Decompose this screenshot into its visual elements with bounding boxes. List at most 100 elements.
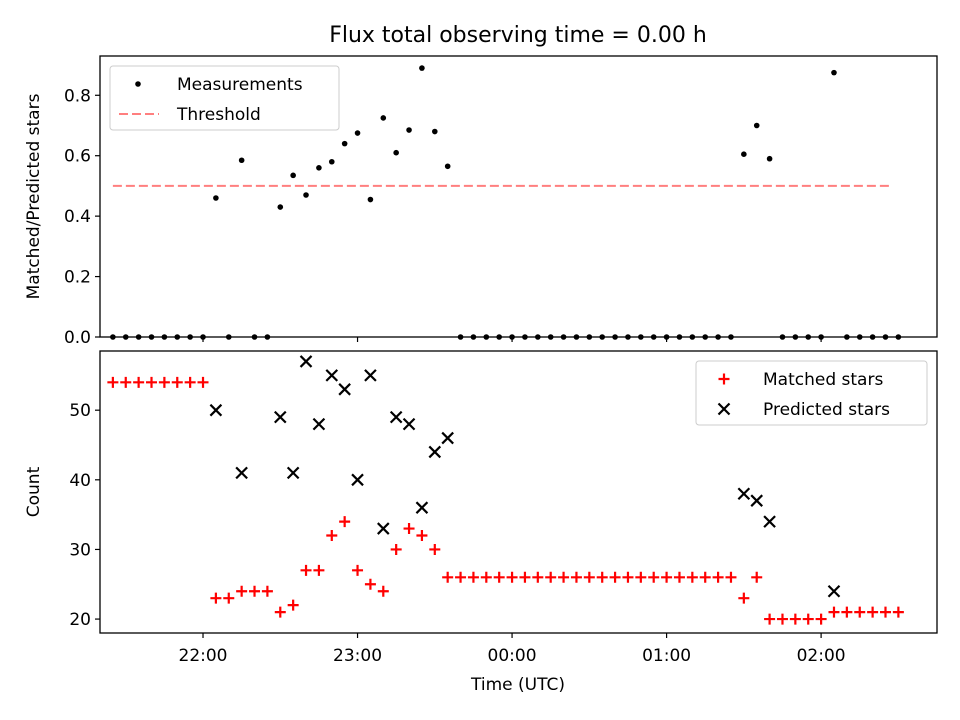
y-axis-label: Matched/Predicted stars — [24, 93, 44, 299]
data-point — [273, 410, 287, 424]
data-point — [442, 571, 454, 583]
data-point — [158, 376, 170, 388]
x-tick-label: 22:00 — [179, 646, 228, 666]
data-point — [867, 606, 879, 618]
axes-frame — [99, 350, 938, 634]
data-point — [789, 613, 801, 625]
data-point — [763, 515, 776, 528]
data-point — [377, 522, 390, 535]
data-point — [364, 369, 377, 382]
top-axes-ratio: 0.0 0.2 0.4 0.6 0.8 Matched/Predicted stars Me… — [24, 55, 938, 348]
data-point — [325, 369, 339, 382]
data-point — [339, 516, 351, 528]
y-tick-label: 0.0 — [64, 328, 91, 348]
data-point — [393, 149, 399, 156]
data-point — [402, 417, 416, 431]
data-point — [802, 613, 814, 625]
data-point — [107, 376, 119, 388]
data-point — [493, 571, 505, 583]
data-point — [635, 571, 647, 583]
y-tick-label: 0.6 — [64, 147, 91, 167]
data-point — [879, 606, 891, 618]
data-point — [286, 466, 300, 480]
data-point — [441, 431, 454, 445]
data-point — [287, 599, 299, 611]
data-point — [313, 564, 325, 576]
data-point — [389, 410, 403, 424]
y-tick-label: 0.8 — [64, 86, 91, 106]
data-point — [480, 571, 492, 583]
data-point — [406, 127, 412, 133]
y-tick-label: 30 — [69, 540, 91, 560]
data-point — [300, 564, 312, 576]
data-point — [274, 606, 286, 618]
data-point — [133, 376, 145, 388]
bottom-axes-count: 20 30 40 50 22:00 23:00 00:00 01:00 02:00 Count Ma… — [24, 350, 938, 666]
x-tick-label: 01:00 — [642, 646, 691, 666]
data-point — [338, 383, 351, 396]
data-point — [827, 584, 841, 598]
data-point — [892, 606, 904, 618]
data-point — [197, 376, 209, 388]
data-point — [432, 128, 438, 135]
data-point — [854, 606, 866, 618]
data-point — [209, 403, 223, 417]
data-point — [415, 501, 429, 514]
data-point — [303, 192, 309, 198]
data-point — [776, 613, 788, 625]
y-tick-label: 50 — [69, 401, 91, 421]
data-point — [290, 172, 296, 179]
data-point — [741, 151, 747, 157]
data-point — [750, 494, 764, 507]
data-point — [416, 530, 428, 542]
data-point — [377, 585, 389, 597]
y-tick-label: 0.2 — [64, 268, 91, 288]
data-point — [545, 571, 557, 583]
legend-marker — [718, 373, 730, 385]
data-point — [506, 571, 518, 583]
data-point — [354, 130, 361, 136]
y-axis-label: Count — [24, 466, 44, 517]
legend-marker — [135, 81, 141, 87]
data-point — [558, 571, 570, 583]
data-point — [277, 204, 284, 210]
data-point — [213, 195, 219, 201]
data-point — [815, 613, 827, 625]
x-tick-label: 23:00 — [333, 646, 382, 666]
data-point — [712, 571, 724, 583]
data-point — [455, 571, 467, 583]
data-point — [766, 155, 773, 162]
x-axis-label: Time (UTC) — [470, 675, 565, 695]
x-tick-label: 02:00 — [797, 646, 846, 666]
data-point — [429, 543, 441, 555]
data-point — [316, 164, 322, 171]
y-tick-label: 20 — [69, 610, 91, 630]
data-point — [171, 376, 183, 388]
data-point — [725, 571, 737, 583]
data-point — [467, 571, 479, 583]
data-point — [686, 571, 698, 583]
data-point — [312, 417, 326, 431]
legend-label: Threshold — [176, 105, 261, 125]
x-tick-label: 00:00 — [488, 646, 537, 666]
y-tick-label: 0.4 — [64, 207, 91, 227]
data-point — [753, 122, 760, 129]
data-point — [596, 571, 608, 583]
data-point — [519, 571, 531, 583]
data-point — [609, 571, 621, 583]
legend-marker — [717, 402, 731, 416]
data-point — [403, 523, 415, 535]
data-point — [390, 543, 402, 555]
data-point — [444, 163, 451, 170]
data-point — [351, 473, 364, 487]
legend-label: Measurements — [177, 75, 303, 95]
data-point — [367, 196, 374, 203]
data-point — [184, 376, 196, 388]
legend: Matched stars Predicted stars — [695, 360, 928, 426]
data-point — [146, 376, 158, 388]
data-point — [352, 564, 364, 576]
legend-box — [109, 65, 340, 131]
data-point — [235, 466, 248, 480]
data-point — [764, 613, 776, 625]
